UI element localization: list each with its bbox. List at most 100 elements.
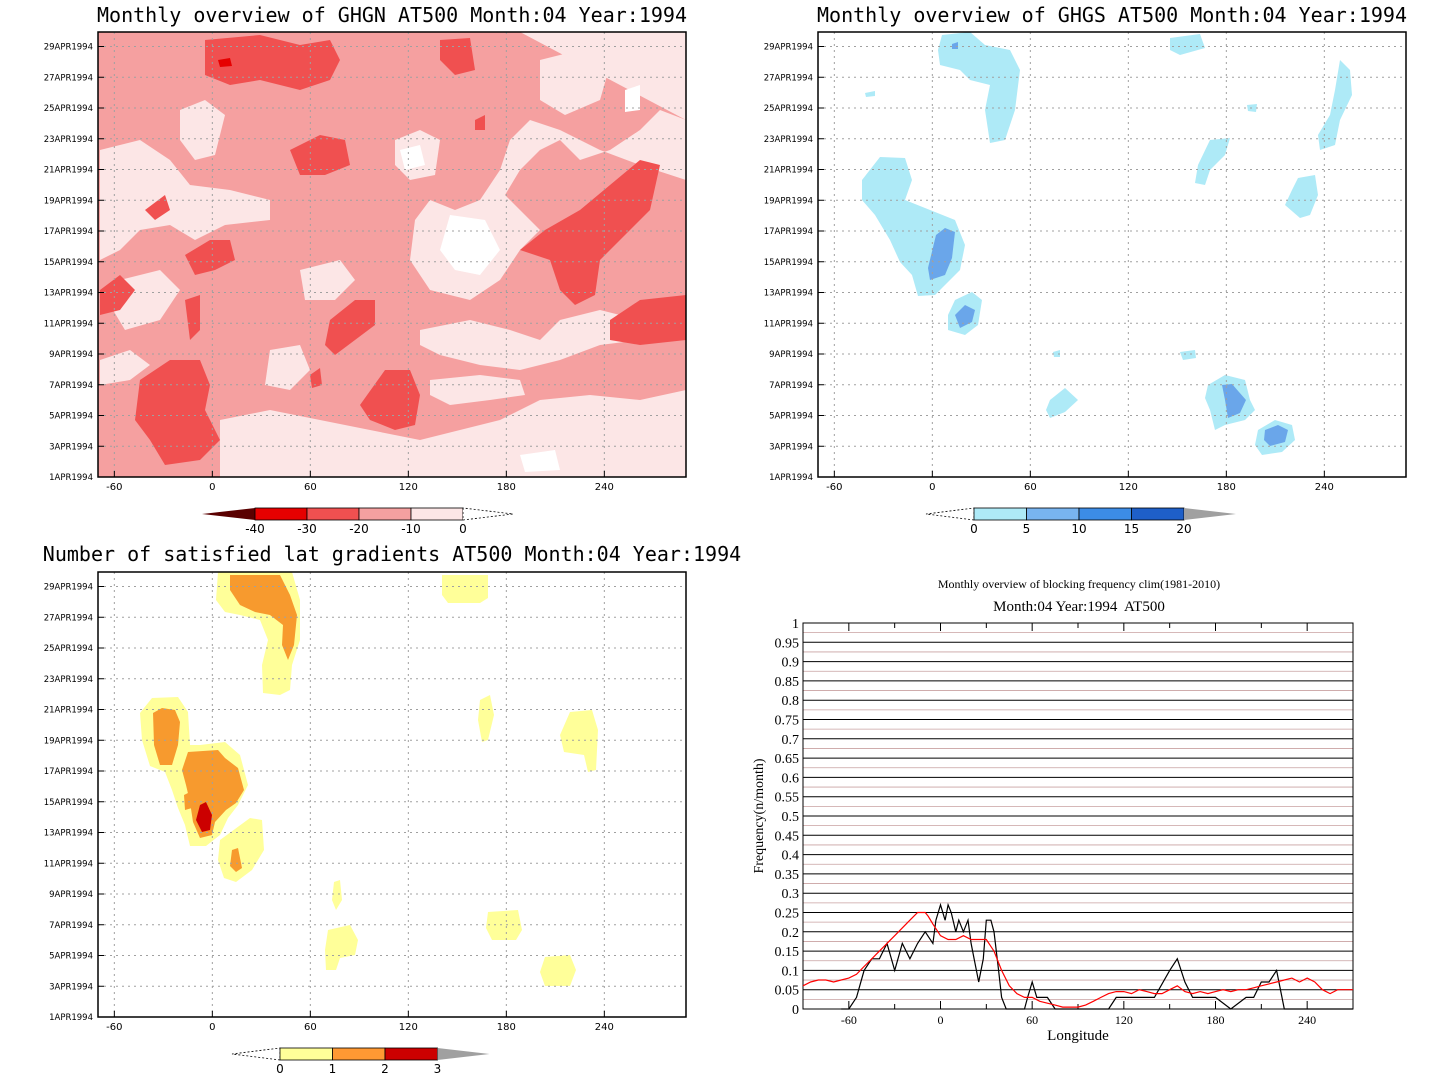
- blocking-y-tick-label: 0.6: [782, 771, 800, 786]
- ghgn-y-tick-label: 21APR1994: [44, 166, 93, 176]
- ghgn-colorbar-label: -30: [297, 522, 317, 536]
- ghgn-x-tick-label: -60: [106, 482, 122, 493]
- blocking-xlabel: Longitude: [1047, 1028, 1109, 1044]
- ghgn-dark-region: [185, 295, 200, 340]
- ghgn-y-tick-label: 19APR1994: [44, 196, 93, 206]
- ghgn-colorbar-cell: [410, 507, 464, 521]
- ghgs-y-tick-label: 25APR1994: [764, 104, 813, 114]
- latgrad-region-yellow: [442, 575, 488, 603]
- blocking-y-tick-label: 0.55: [775, 791, 800, 806]
- ghgn-x-tick-label: 120: [399, 482, 418, 493]
- ghgn-y-tick-label: 23APR1994: [44, 135, 93, 145]
- ghgs-region-mid: [928, 228, 955, 280]
- ghgn-dark-region: [290, 135, 350, 175]
- ghgn-light-region: [180, 100, 225, 160]
- latgrad-colorbar-high: [437, 1048, 490, 1060]
- ghgn-light-region: [265, 345, 310, 390]
- ghgn-dark-region: [135, 360, 220, 465]
- ghgn-light-region: [220, 390, 686, 477]
- blocking-y-tick-label: 1: [792, 617, 799, 632]
- ghgn-colorbar-high: [462, 507, 514, 521]
- latgrad-y-tick-label: 17APR1994: [44, 767, 93, 777]
- ghgn-colorbar-low: [202, 508, 255, 520]
- latgrad-region-yellow: [540, 955, 576, 986]
- latgrad-x-tick-label: 240: [595, 1022, 614, 1033]
- latgrad-colorbar-label: 2: [381, 1062, 389, 1076]
- ghgn-field: [98, 32, 686, 477]
- ghgs-x-tick-label: 60: [1024, 482, 1037, 493]
- ghgs-x-tick-label: 0: [929, 482, 935, 493]
- ghgn-panel: Monthly overview of GHGN AT500 Month:04 …: [44, 3, 687, 536]
- blocking-y-tick-label: 0.45: [775, 829, 800, 844]
- ghgn-dark-region: [610, 295, 686, 345]
- blocking-series: [802, 902, 1353, 1010]
- ghgs-region-mid: [1222, 384, 1246, 418]
- latgrad-region-yellow: [325, 925, 358, 970]
- ghgn-dark-region: [145, 195, 170, 220]
- ghgn-grid: [98, 32, 686, 478]
- blocking-panel: Monthly overview of blocking frequency c…: [752, 577, 1354, 1044]
- blocking-x-tick-label: 120: [1115, 1013, 1133, 1027]
- ghgn-dark-region: [475, 115, 485, 130]
- blocking-y-tick-label: 0.75: [775, 714, 800, 729]
- latgrad-x-tick-label: 0: [209, 1022, 215, 1033]
- blocking-x-tick-label: -60: [841, 1013, 857, 1027]
- ghgs-y-tick-label: 9APR1994: [769, 350, 813, 360]
- ghgs-colorbar-label: 20: [1176, 522, 1191, 536]
- ghgs-x-tick-label: -60: [826, 482, 842, 493]
- ghgn-y-axis: 1APR1994 3APR1994 5APR1994 7APR1994 9APR1994…: [44, 43, 104, 483]
- ghgn-x-tick-label: 0: [209, 482, 215, 493]
- ghgs-y-tick-label: 15APR1994: [764, 258, 813, 268]
- blocking-y-tick-label: 0.15: [775, 945, 800, 960]
- ghgs-y-tick-label: 29APR1994: [764, 43, 813, 53]
- ghgn-frame: [97, 31, 687, 478]
- ghgs-y-tick-label: 5APR1994: [769, 412, 813, 422]
- blocking-x-tick-label: 0: [938, 1013, 944, 1027]
- latgrad-panel: Number of satisfied lat gradients AT500 …: [43, 542, 741, 1076]
- latgrad-region-yellow: [560, 710, 598, 772]
- blocking-x-tick-label: 180: [1207, 1013, 1225, 1027]
- ghgn-colorbar-label: -20: [349, 522, 369, 536]
- ghgn-x-tick-label: 240: [595, 482, 614, 493]
- ghgs-region: [1170, 34, 1205, 55]
- blocking-y-tick-label: 0.8: [782, 694, 800, 709]
- ghgn-white-region: [520, 450, 560, 472]
- ghgn-colorbar-label: 0: [459, 522, 467, 536]
- ghgn-y-tick-label: 11APR1994: [44, 319, 93, 329]
- blocking-y-tick-label: 0.95: [775, 636, 800, 651]
- ghgn-light-region: [100, 350, 150, 385]
- ghgs-x-tick-label: 240: [1315, 482, 1334, 493]
- latgrad-region-orange: [230, 848, 242, 872]
- ghgn-y-tick-label: 25APR1994: [44, 104, 93, 114]
- ghgn-dark-region: [100, 275, 135, 315]
- latgrad-y-tick-label: 27APR1994: [44, 613, 93, 623]
- ghgs-panel: Monthly overview of GHGS AT500 Month:04 …: [764, 3, 1407, 536]
- latgrad-region-orange: [153, 708, 180, 765]
- blocking-y-tick-label: 0.9: [782, 656, 800, 671]
- blocking-x-tick-label: 60: [1026, 1013, 1038, 1027]
- ghgs-y-tick-label: 23APR1994: [764, 135, 813, 145]
- ghgn-colorbar-cell: [358, 507, 412, 521]
- ghgs-colorbar-cell: [1131, 507, 1185, 521]
- ghgs-colorbar-label: 5: [1023, 522, 1031, 536]
- ghgs-region-mid: [952, 42, 958, 49]
- latgrad-x-tick-label: 60: [304, 1022, 317, 1033]
- ghgn-y-tick-label: 7APR1994: [49, 381, 93, 391]
- latgrad-region-yellow: [332, 880, 342, 910]
- blocking-y-tick-label: 0.05: [775, 984, 800, 999]
- ghgn-dark-region: [205, 35, 340, 90]
- ghgs-region: [938, 32, 1020, 143]
- ghgn-darkest-region: [218, 58, 232, 67]
- ghgn-white-region: [625, 85, 640, 112]
- latgrad-field: [140, 572, 598, 986]
- blocking-y-tick-label: 0: [792, 1003, 799, 1018]
- blocking-subtitle: Month:04 Year:1994 AT500: [993, 599, 1165, 615]
- blocking-y-tick-label: 0.4: [782, 849, 800, 864]
- latgrad-colorbar-cell: [279, 1047, 333, 1061]
- ghgn-light-region: [430, 375, 525, 405]
- ghgs-colorbar-cell: [1078, 507, 1132, 521]
- ghgs-y-tick-label: 7APR1994: [769, 381, 813, 391]
- ghgs-y-axis: 1APR1994 3APR1994 5APR1994 7APR1994 9APR1994…: [764, 43, 824, 483]
- ghgs-colorbar-low: [925, 507, 975, 521]
